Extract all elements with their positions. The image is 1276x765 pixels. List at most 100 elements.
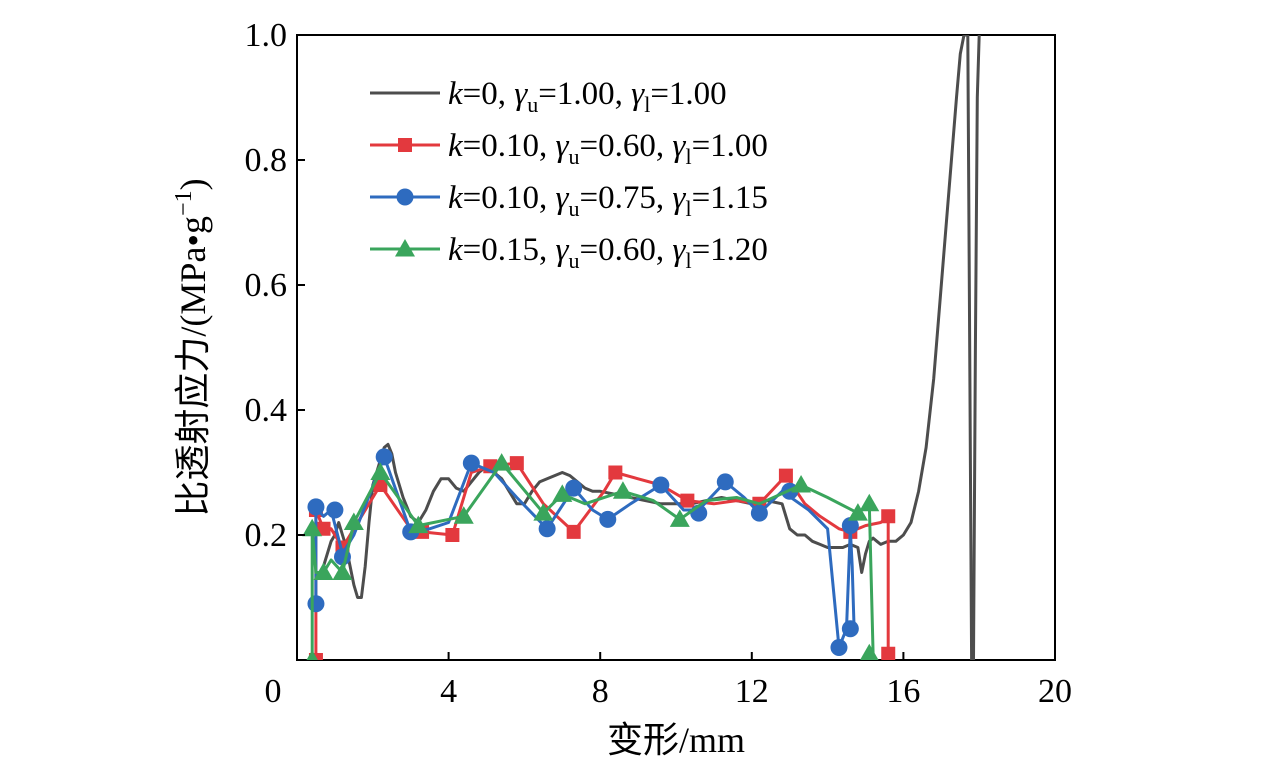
legend-symbol: γ xyxy=(672,180,686,216)
legend-marker xyxy=(395,239,415,257)
data-point xyxy=(538,520,556,538)
legend-label: k=0.10, γu=0.60, γl=1.00 xyxy=(448,128,768,169)
legend-symbol: γ xyxy=(672,232,686,268)
legend-subscript: l xyxy=(685,248,691,273)
data-point xyxy=(307,498,325,516)
data-point xyxy=(313,562,334,580)
legend-subscript: u xyxy=(569,144,580,169)
x-tick-label: 12 xyxy=(735,673,769,710)
legend-value: =1.00 xyxy=(650,76,726,112)
plot-frame xyxy=(296,34,1056,661)
x-tick-label: 20 xyxy=(1038,673,1072,710)
y-tick-label: 0.6 xyxy=(245,267,288,304)
legend-value: =0.10, xyxy=(463,128,556,164)
data-point xyxy=(565,479,583,497)
data-point xyxy=(326,501,344,519)
data-point xyxy=(552,484,573,502)
series-k015 xyxy=(302,453,880,660)
series-layer xyxy=(302,35,981,660)
x-tick-label: 8 xyxy=(592,673,609,710)
legend-item-series-k010-a: k=0.10, γu=0.60, γl=1.00 xyxy=(370,128,768,169)
legend-value: =0.15, xyxy=(463,232,556,268)
data-point xyxy=(847,503,868,521)
legend-marker-wrap xyxy=(398,138,412,152)
legend-value: =0.60, xyxy=(580,128,673,164)
legend-value: =0.10, xyxy=(463,180,556,216)
legend-item-series-k0: k=0, γu=1.00, γl=1.00 xyxy=(370,76,727,117)
x-tick-label: 4 xyxy=(440,673,457,710)
data-point xyxy=(860,643,879,660)
data-point xyxy=(566,524,581,539)
legend-subscript: l xyxy=(685,196,691,221)
data-point xyxy=(453,506,474,524)
legend-marker xyxy=(398,138,412,152)
legend-symbol: γ xyxy=(556,180,570,216)
data-point xyxy=(408,515,429,534)
legend-value: =1.00, xyxy=(538,76,631,112)
y-tick-label: 0.2 xyxy=(245,517,288,554)
data-point xyxy=(778,468,793,483)
x-tick-label: 16 xyxy=(886,673,920,710)
data-point xyxy=(599,510,617,528)
data-point xyxy=(669,509,690,527)
legend-label: k=0.10, γu=0.75, γl=1.15 xyxy=(448,180,768,221)
data-point xyxy=(316,521,331,536)
legend-symbol: k xyxy=(448,180,464,216)
legend-value: =1.00 xyxy=(692,128,768,164)
x-tick-label: 0 xyxy=(265,673,282,710)
data-point xyxy=(830,639,848,656)
ticks-layer: 0 4 8 12 16 20 0.2 0.4 0.6 0.8 1.0 xyxy=(245,17,1073,710)
data-point xyxy=(881,509,896,524)
data-point xyxy=(306,650,318,660)
data-point xyxy=(652,476,670,494)
data-point xyxy=(370,462,391,480)
legend-marker xyxy=(396,188,414,206)
data-point xyxy=(491,453,512,471)
legend-subscript: u xyxy=(569,248,580,273)
data-point xyxy=(881,646,896,660)
legend-value: =0.60, xyxy=(580,232,673,268)
legend-item-series-k015: k=0.15, γu=0.60, γl=1.20 xyxy=(370,232,768,273)
legend-subscript: l xyxy=(685,144,691,169)
data-point xyxy=(859,493,880,512)
data-point xyxy=(375,448,393,466)
legend-symbol: γ xyxy=(556,232,570,268)
data-point xyxy=(343,512,364,530)
legend-value: =0.75, xyxy=(580,180,673,216)
legend-value: =1.15 xyxy=(692,180,768,216)
y-axis-label-main: 比透射应力/(MPa xyxy=(173,247,213,517)
series-line xyxy=(310,461,875,660)
y-axis-label-unit: g xyxy=(173,216,213,234)
data-point xyxy=(841,517,859,535)
legend-subscript: l xyxy=(644,92,650,117)
data-point xyxy=(302,518,323,537)
y-axis-label-close: ) xyxy=(173,178,213,190)
legend: k=0, γu=1.00, γl=1.00k=0.10, γu=0.60, γl… xyxy=(370,76,768,273)
series-line xyxy=(314,455,856,649)
y-axis-label: 比透射应力/(MPa•g−1) xyxy=(171,178,213,516)
legend-marker-wrap xyxy=(395,239,415,257)
data-point xyxy=(509,456,524,471)
data-point xyxy=(680,493,695,508)
legend-label: k=0.15, γu=0.60, γl=1.20 xyxy=(448,232,768,273)
y-tick-label: 1.0 xyxy=(245,17,288,54)
data-point xyxy=(462,454,480,472)
legend-symbol: γ xyxy=(556,128,570,164)
svg-text:比透射应力/(MPa•g−1): 比透射应力/(MPa•g−1) xyxy=(171,178,213,516)
data-point xyxy=(791,475,812,493)
y-tick-label: 0.8 xyxy=(245,142,288,179)
x-axis-label: 变形/mm xyxy=(607,720,745,760)
data-point xyxy=(716,473,734,491)
data-point xyxy=(612,481,633,499)
legend-value: =0, xyxy=(463,76,515,112)
legend-subscript: u xyxy=(569,196,580,221)
legend-symbol: γ xyxy=(514,76,528,112)
y-tick-label: 0.4 xyxy=(245,392,288,429)
legend-symbol: k xyxy=(448,232,464,268)
data-point xyxy=(308,653,323,660)
data-point xyxy=(841,620,859,638)
data-point xyxy=(533,503,554,521)
series-k010-b xyxy=(307,448,859,656)
data-point xyxy=(445,528,460,542)
